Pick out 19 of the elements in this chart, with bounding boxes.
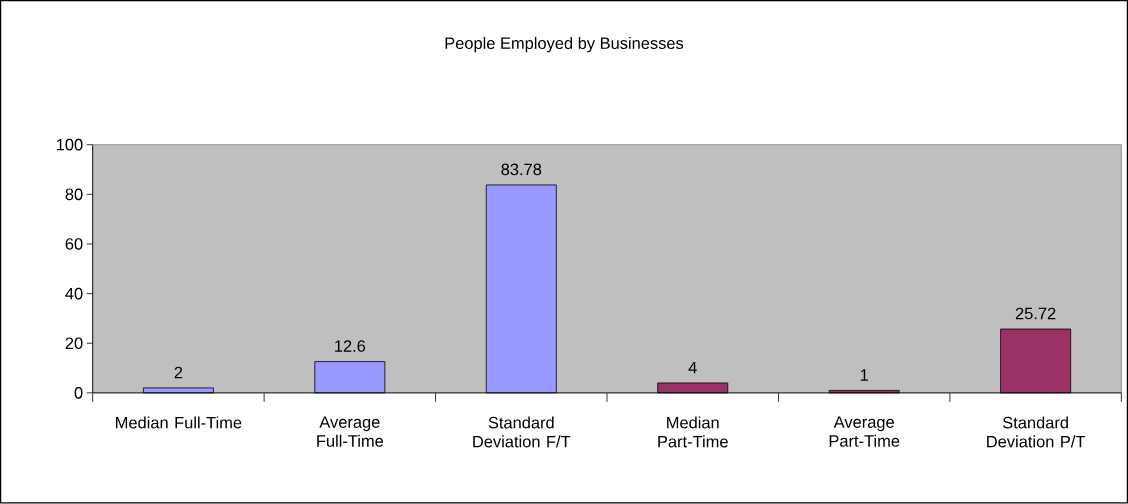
x-tick-label: Median Part-Time	[658, 416, 728, 448]
y-tick-label: 80	[65, 188, 83, 201]
data-label: 25.72	[1015, 307, 1056, 320]
data-label: 4	[688, 362, 697, 374]
y-tick-label: 40	[65, 287, 83, 300]
y-tick-label: 0	[74, 387, 83, 399]
data-label: 2	[174, 366, 183, 379]
x-tick-label: Standard Deviation P/T	[987, 416, 1086, 448]
data-label: 12.6	[335, 340, 366, 353]
x-tick-label: Average Full-Time	[317, 416, 384, 448]
y-tick-label: 20	[65, 337, 83, 350]
x-tick-label: Standard Deviation F/T	[473, 416, 571, 448]
y-tick-label: 60	[65, 238, 83, 250]
data-label: 1	[860, 369, 868, 381]
x-tick-label: Median Full-Time	[116, 416, 242, 429]
chart-title: People Employed by Businesses	[445, 37, 684, 53]
y-tick-label: 100	[56, 139, 83, 151]
x-tick-label: Average Part-Time	[829, 416, 900, 448]
data-label: 83.78	[501, 163, 542, 176]
